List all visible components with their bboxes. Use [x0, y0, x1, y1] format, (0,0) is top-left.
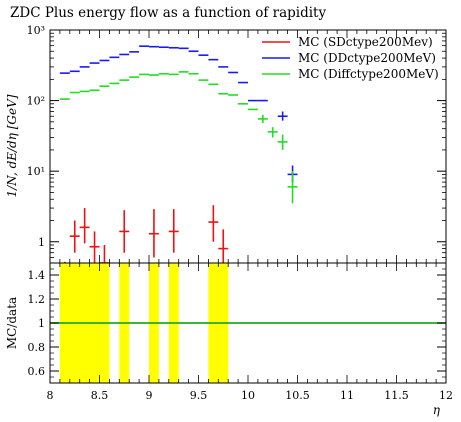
- x-tick-label: 8: [47, 389, 54, 402]
- x-tick-label: 11: [340, 389, 354, 402]
- main-y-tick-label: 10²: [27, 95, 45, 108]
- main-axis-ticks: 1 10¹ 10² 10³: [27, 24, 447, 264]
- ratio-panel: 0.6 0.8 1 1.2 1.4 8 8.5 9 9.5 10 10.5 11 11.5 12 MC/d…: [5, 262, 453, 417]
- ratio-y-tick-label: 0.6: [28, 365, 46, 378]
- x-tick-label: 10.5: [285, 389, 310, 402]
- ratio-y-tick-label: 1: [38, 317, 45, 330]
- series-mc-ddctype200mev: [59, 45, 298, 183]
- x-tick-label: 9.5: [190, 389, 208, 402]
- x-tick-label: 8.5: [91, 389, 109, 402]
- legend-entry: MC (DDctype200MeV): [298, 51, 436, 65]
- main-series-group: [59, 45, 298, 285]
- legend: MC (SDctype200Mev) MC (DDctype200MeV) MC (…: [262, 35, 439, 81]
- chart-title: ZDC Plus energy flow as a function of ra…: [10, 5, 326, 21]
- main-y-tick-label: 10³: [27, 24, 45, 37]
- main-y-axis-label: 1/N, dE/dη [GeV]: [5, 94, 19, 197]
- x-tick-label: 12: [439, 389, 453, 402]
- ratio-axis-ticks: 0.6 0.8 1 1.2 1.4 8 8.5 9 9.5 10 10.5 11 11.5 12: [28, 262, 453, 402]
- series-mc-diffctype200mev: [59, 71, 298, 204]
- main-panel: 1 10¹ 10² 10³ MC (SDctype200Mev) MC (DDctype…: [5, 24, 447, 285]
- legend-entry: MC (SDctype200Mev): [298, 35, 433, 49]
- x-tick-label: 11.5: [384, 389, 409, 402]
- ratio-y-tick-label: 1.2: [28, 293, 46, 306]
- legend-entry: MC (Diffctype200MeV): [298, 67, 439, 81]
- main-y-tick-label: 10¹: [27, 165, 45, 178]
- x-tick-label: 10: [241, 389, 255, 402]
- x-tick-label: 9: [146, 389, 153, 402]
- x-axis-label: η: [433, 403, 441, 417]
- ratio-y-tick-label: 1.4: [28, 269, 46, 282]
- main-y-tick-label: 1: [38, 236, 45, 249]
- ratio-y-tick-label: 0.8: [28, 341, 46, 354]
- ratio-y-axis-label: MC/data: [5, 297, 19, 349]
